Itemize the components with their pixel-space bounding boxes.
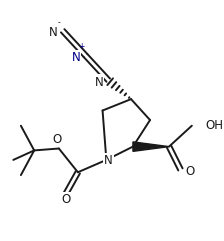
Text: O: O — [62, 193, 71, 206]
Text: +: + — [78, 42, 85, 51]
Text: O: O — [185, 165, 195, 178]
Text: O: O — [52, 133, 62, 146]
Text: N: N — [104, 154, 113, 167]
Polygon shape — [133, 142, 169, 151]
Text: -: - — [58, 18, 60, 27]
Text: N: N — [94, 75, 103, 88]
Text: N: N — [72, 51, 80, 64]
Text: N: N — [49, 26, 58, 39]
Text: OH: OH — [205, 119, 223, 132]
